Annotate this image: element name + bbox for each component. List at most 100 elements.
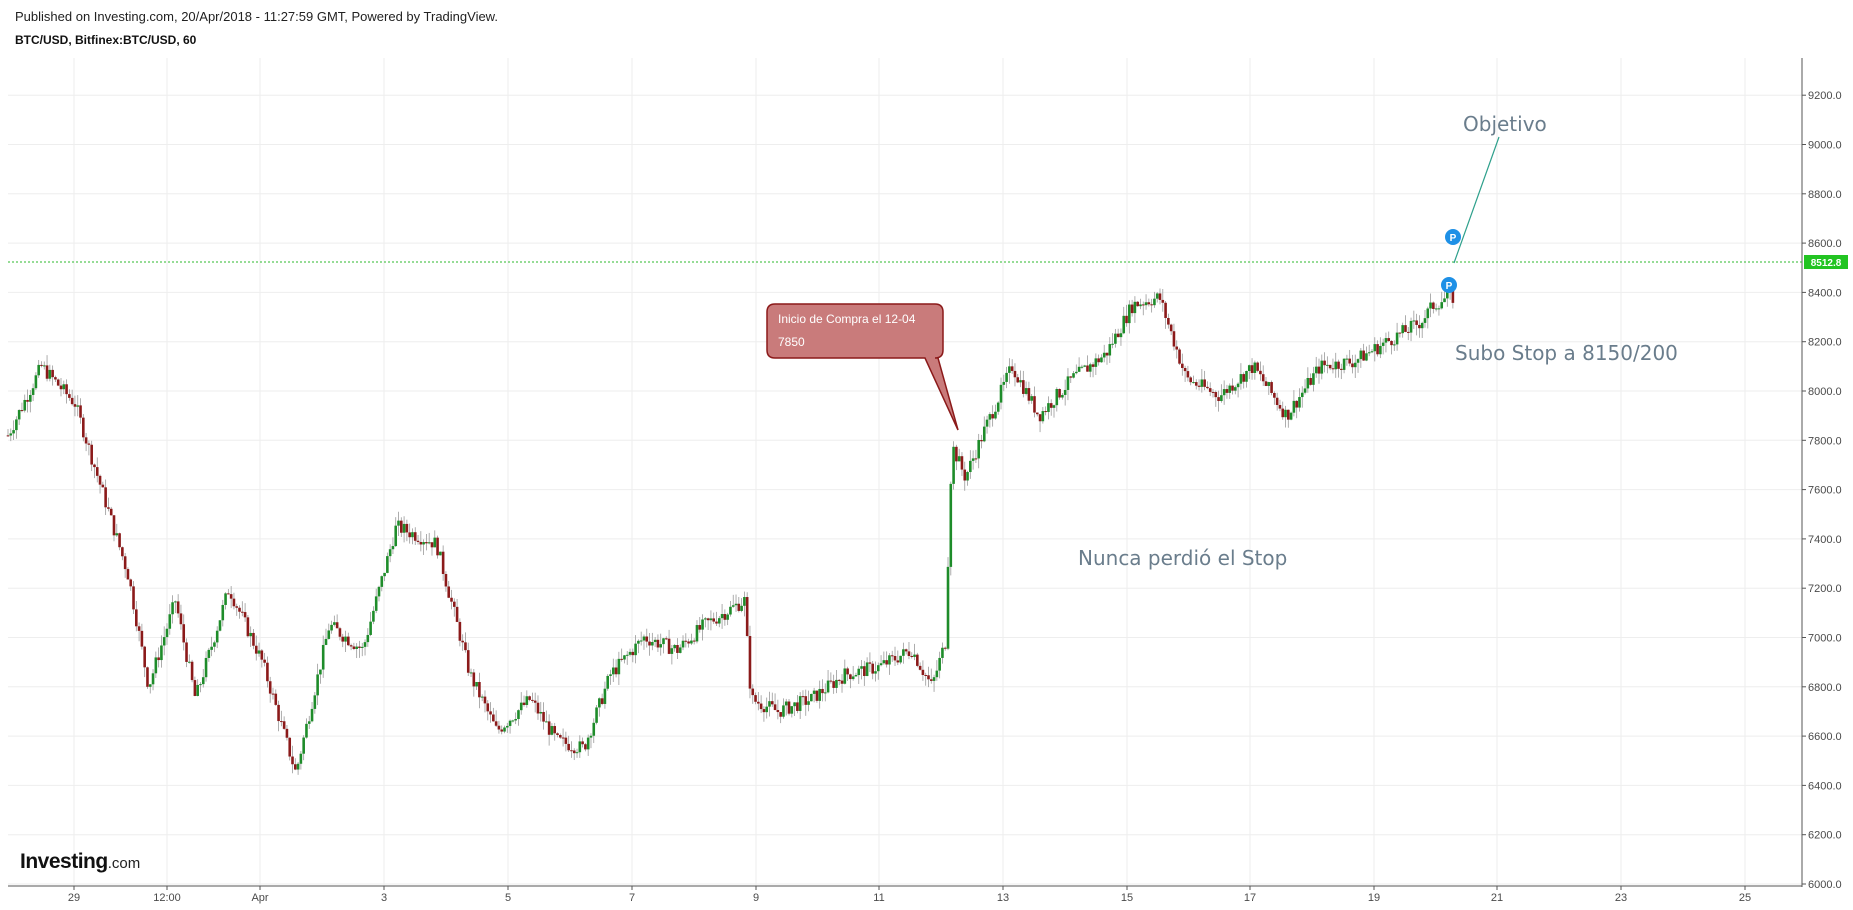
candle-body bbox=[503, 727, 506, 732]
candles bbox=[6, 279, 1455, 775]
candle-body bbox=[1259, 370, 1262, 375]
candle-body bbox=[1133, 301, 1137, 314]
candle bbox=[1381, 338, 1385, 355]
candle bbox=[1426, 306, 1430, 329]
candle bbox=[1197, 379, 1201, 391]
marker-p-upper[interactable]: P bbox=[1445, 229, 1461, 245]
x-tick-label: 13 bbox=[997, 892, 1009, 904]
candle-body bbox=[45, 365, 49, 379]
candle bbox=[1139, 298, 1142, 310]
candle bbox=[1094, 353, 1098, 375]
candle bbox=[1130, 299, 1134, 317]
y-tick-label: 9200.0 bbox=[1808, 90, 1842, 102]
candle-body bbox=[1189, 377, 1192, 383]
candle bbox=[1108, 337, 1112, 363]
candle-body bbox=[1278, 405, 1282, 409]
candle-body bbox=[135, 609, 138, 627]
candle bbox=[874, 661, 877, 682]
candle-body bbox=[748, 636, 752, 689]
candle bbox=[174, 600, 177, 614]
candle bbox=[731, 594, 735, 608]
candle-body bbox=[589, 735, 593, 738]
candle bbox=[461, 634, 464, 651]
candle bbox=[1147, 298, 1151, 307]
y-tick-label: 8000.0 bbox=[1808, 386, 1842, 398]
candle bbox=[589, 733, 593, 749]
candle bbox=[1353, 354, 1357, 378]
candle bbox=[581, 737, 584, 748]
candle-body bbox=[347, 636, 350, 646]
candle-body bbox=[1080, 366, 1084, 368]
candle-body bbox=[1119, 333, 1123, 338]
candle-body bbox=[427, 542, 431, 544]
candle bbox=[372, 606, 375, 625]
candle bbox=[232, 592, 236, 610]
candle-body bbox=[782, 705, 785, 717]
candle bbox=[68, 389, 71, 401]
candle-body bbox=[1451, 290, 1455, 303]
candle-body bbox=[823, 692, 827, 694]
candle-body bbox=[157, 657, 160, 661]
candle bbox=[478, 672, 481, 709]
candle-body bbox=[238, 607, 241, 612]
marker-p-upper-label: P bbox=[1450, 233, 1457, 244]
candle-body bbox=[179, 613, 183, 625]
candle bbox=[999, 377, 1003, 410]
candle-body bbox=[879, 663, 883, 666]
candle-body bbox=[751, 688, 755, 696]
candle-body bbox=[316, 674, 319, 696]
candle-body bbox=[1236, 383, 1240, 388]
candle bbox=[1088, 362, 1092, 378]
marker-p-lower[interactable]: P bbox=[1441, 277, 1457, 293]
candle bbox=[1287, 409, 1290, 428]
candle-body bbox=[168, 614, 172, 629]
candle-body bbox=[1013, 370, 1017, 378]
candle-body bbox=[140, 630, 144, 647]
candle bbox=[444, 571, 448, 592]
candle bbox=[698, 616, 702, 633]
candle bbox=[1189, 376, 1192, 386]
candle-body bbox=[821, 688, 824, 694]
candle bbox=[1379, 337, 1382, 359]
candle bbox=[419, 531, 423, 552]
candle-body bbox=[204, 657, 208, 678]
candle-body bbox=[229, 594, 233, 599]
candle bbox=[48, 364, 52, 382]
candle bbox=[1161, 288, 1165, 312]
candle-body bbox=[266, 662, 269, 682]
candle bbox=[34, 372, 38, 391]
y-tick-label: 6400.0 bbox=[1808, 780, 1842, 792]
candle bbox=[1337, 359, 1340, 378]
candle-body bbox=[1309, 377, 1312, 385]
candle bbox=[23, 394, 27, 413]
candle-body bbox=[687, 641, 690, 644]
candle bbox=[112, 515, 116, 542]
candle bbox=[123, 552, 127, 578]
candle-body bbox=[1395, 332, 1399, 345]
candle bbox=[405, 519, 409, 542]
candle-body bbox=[154, 657, 158, 674]
candle-body bbox=[1365, 353, 1368, 361]
candle bbox=[1002, 374, 1006, 392]
candle-body bbox=[1052, 405, 1056, 408]
candle-body bbox=[294, 764, 297, 770]
candle bbox=[1200, 369, 1204, 393]
candle-body bbox=[79, 405, 82, 418]
candle-body bbox=[826, 680, 830, 693]
candle-body bbox=[790, 706, 794, 714]
candle-body bbox=[455, 606, 459, 622]
candle bbox=[1153, 291, 1156, 308]
candle-body bbox=[391, 546, 395, 550]
candle-body bbox=[182, 624, 186, 643]
candle bbox=[207, 647, 211, 662]
candle-body bbox=[249, 632, 252, 637]
candle bbox=[383, 572, 386, 582]
candle bbox=[893, 646, 897, 666]
candle-body bbox=[439, 551, 442, 556]
candle-body bbox=[1086, 365, 1089, 372]
candle-body bbox=[918, 665, 922, 670]
candle-body bbox=[132, 586, 135, 610]
candle bbox=[104, 479, 107, 516]
candle bbox=[1111, 333, 1114, 349]
